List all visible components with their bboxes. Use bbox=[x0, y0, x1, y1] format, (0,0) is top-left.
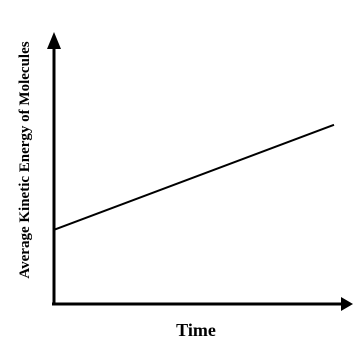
y-axis-arrow-icon bbox=[47, 32, 61, 49]
series-line bbox=[53, 123, 335, 231]
x-axis-arrow-icon bbox=[341, 297, 353, 311]
series-layer bbox=[53, 123, 335, 231]
y-axis-label: Average Kinetic Energy of Molecules bbox=[17, 41, 33, 278]
x-axis-label: Time bbox=[176, 320, 216, 340]
